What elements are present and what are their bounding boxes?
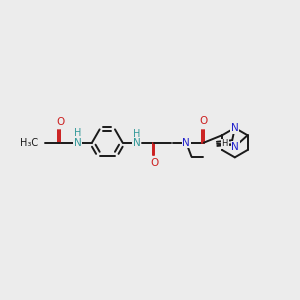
Text: O: O bbox=[200, 116, 208, 126]
Text: H: H bbox=[74, 128, 82, 138]
Text: H: H bbox=[221, 140, 228, 148]
Text: N: N bbox=[231, 142, 239, 152]
Text: N: N bbox=[133, 138, 141, 148]
Text: N: N bbox=[182, 138, 190, 148]
Text: O: O bbox=[56, 117, 64, 127]
Text: O: O bbox=[150, 158, 158, 168]
Text: N: N bbox=[74, 138, 82, 148]
Text: N: N bbox=[231, 123, 239, 133]
Text: H₃C: H₃C bbox=[20, 138, 38, 148]
Text: H: H bbox=[133, 129, 140, 139]
